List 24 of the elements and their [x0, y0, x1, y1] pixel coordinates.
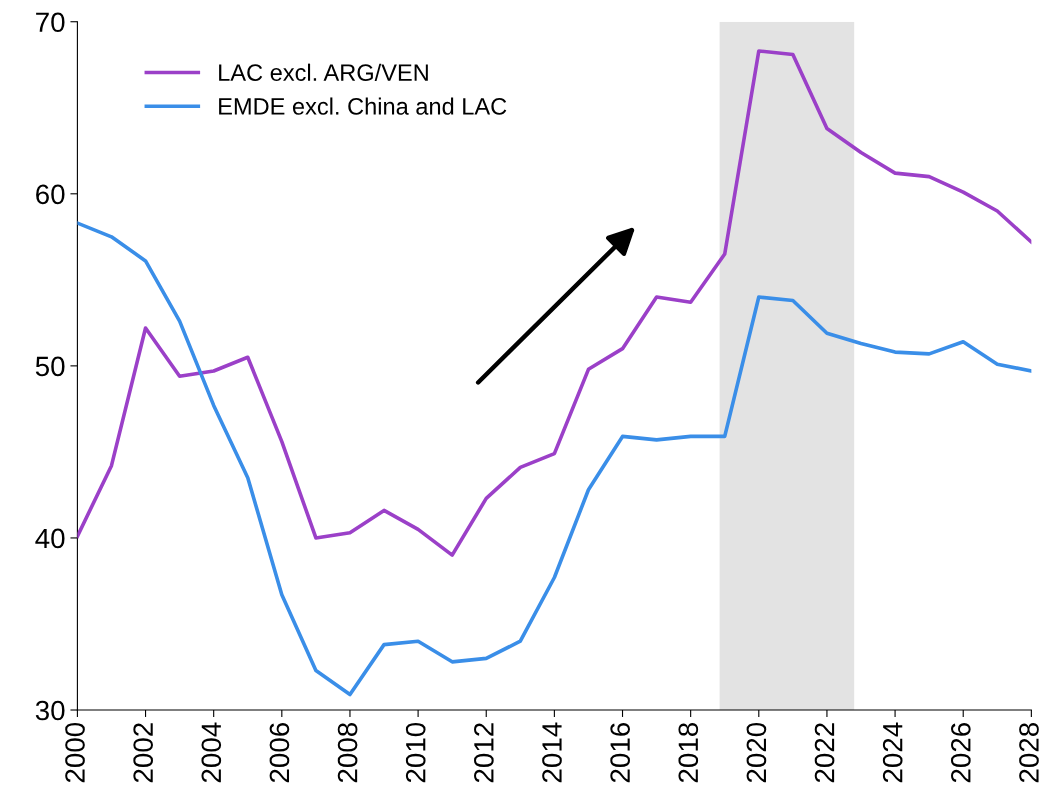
x-tick-label: 2006 [269, 723, 290, 783]
y-tick-label: 40 [35, 528, 65, 549]
line-series [77, 49, 1032, 557]
x-tick-label: 2002 [133, 723, 153, 783]
x-tick-label: 2018 [678, 723, 699, 783]
x-tick-label: 2004 [201, 722, 222, 783]
x-tick-label: 2020 [746, 722, 767, 783]
x-tick-label: 2022 [814, 723, 835, 783]
x-tick-label: 2014 [542, 722, 562, 783]
y-tick-label: 50 [35, 356, 65, 377]
x-tick-label: 2016 [610, 723, 630, 783]
x-tick-label: 2024 [882, 722, 903, 783]
x-tick-label: 2008 [337, 723, 358, 783]
y-tick-label: 30 [35, 700, 65, 721]
x-tick-label: 2010 [405, 722, 426, 783]
y-tick-label: 70 [36, 12, 65, 33]
x-tick-label: 2012 [474, 723, 494, 783]
y-tick-label: 60 [36, 184, 65, 205]
x-tick-label: 2026 [951, 723, 971, 783]
x-tick-label: 2000 [65, 722, 85, 783]
legend-label: EMDE excl. China and LAC [219, 97, 507, 115]
x-tick-label: 2028 [1019, 723, 1039, 783]
legend-label: LAC excl. ARG/VEN [219, 63, 428, 81]
line-series [77, 221, 1032, 697]
